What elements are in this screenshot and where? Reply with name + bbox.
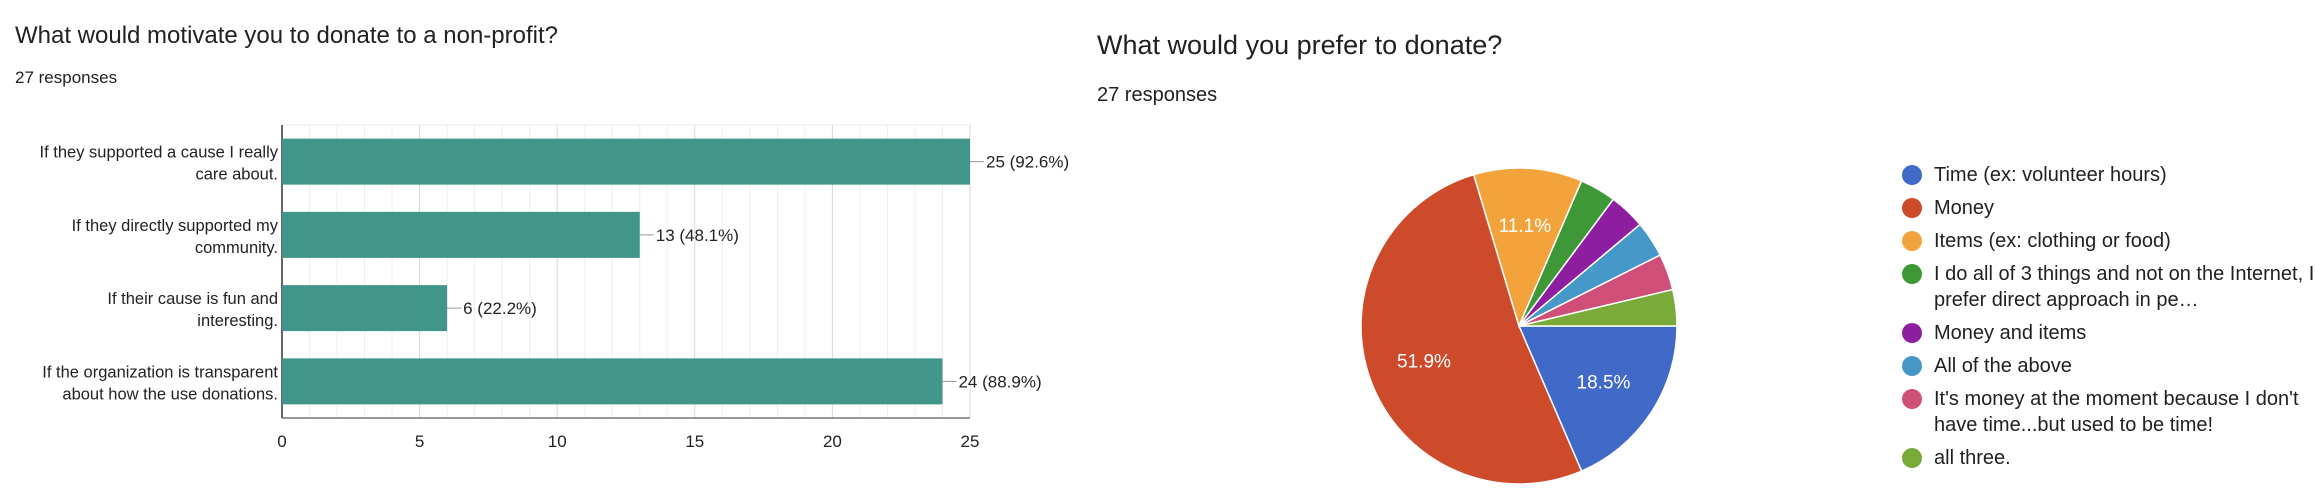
legend-item: Time (ex: volunteer hours) (1902, 162, 2315, 188)
bar-chart: 0 5 10 15 20 25 If they supported a cause I re… (40, 124, 1069, 451)
x-tick-label: 0 (277, 432, 286, 451)
question-title: What would motivate you to donate to a n… (15, 22, 558, 49)
x-tick-label: 15 (685, 432, 704, 451)
data-label: 6 (22.2%) (463, 299, 537, 318)
legend-item: Items (ex: clothing or food) (1902, 228, 2315, 254)
legend-label: It's money at the moment because I don't… (1934, 388, 2299, 436)
category-label: If they supported a cause I really (40, 144, 279, 162)
slice-label: 51.9% (1397, 352, 1451, 373)
response-count: 27 responses (15, 68, 118, 87)
legend-item: all three. (1902, 445, 2315, 471)
legend-label: Time (ex: volunteer hours) (1934, 164, 2167, 186)
pie-legend: Time (ex: volunteer hours) Money Items (ex… (1902, 162, 2315, 478)
category-label: care about. (195, 166, 278, 184)
legend-swatch (1902, 231, 1922, 251)
x-tick-label: 5 (415, 432, 424, 451)
legend-label: I do all of 3 things and not on the Inte… (1934, 263, 2315, 311)
pie-slice (1360, 173, 1583, 485)
legend-item: Money (1902, 195, 2315, 221)
pie-slice (1517, 325, 1678, 473)
legend-swatch (1902, 389, 1922, 409)
bar (282, 138, 970, 185)
category-label: about how the use donations. (62, 385, 278, 403)
legend-label: Items (ex: clothing or food) (1934, 230, 2171, 252)
bar-chart-panel: What would motivate you to donate to a n… (0, 0, 1080, 491)
legend-swatch (1902, 198, 1922, 218)
category-label: community. (195, 239, 278, 257)
legend-item: I do all of 3 things and not on the Inte… (1902, 261, 2315, 313)
legend-swatch (1902, 448, 1922, 468)
legend-swatch (1902, 264, 1922, 284)
legend-item: All of the above (1902, 353, 2315, 379)
x-tick-label: 25 (961, 432, 980, 451)
bar (282, 211, 640, 258)
legend-swatch (1902, 323, 1922, 343)
category-label: If they directly supported my (72, 217, 279, 235)
bar (282, 358, 943, 405)
slice-label: 11.1% (1499, 216, 1552, 237)
legend-label: All of the above (1934, 355, 2072, 377)
legend-swatch (1902, 165, 1922, 185)
category-label: If their cause is fun and (107, 290, 278, 308)
legend-label: all three. (1934, 447, 2011, 469)
pie-slice (1518, 288, 1678, 327)
pie-chart-panel: What would you prefer to donate? 27 resp… (1080, 0, 2315, 491)
data-label: 24 (88.9%) (958, 372, 1041, 391)
slice-label: 18.5% (1577, 373, 1631, 394)
category-label: If the organization is transparent (42, 363, 278, 381)
data-label: 13 (48.1%) (656, 226, 739, 245)
legend-label: Money (1934, 197, 1995, 219)
response-count: 27 responses (1097, 84, 1218, 106)
legend-item: Money and items (1902, 320, 2315, 346)
legend-swatch (1902, 356, 1922, 376)
pie-slice (1472, 167, 1583, 329)
x-tick-label: 10 (548, 432, 567, 451)
data-label: 25 (92.6%) (986, 153, 1069, 172)
legend-label: Money and items (1934, 322, 2087, 344)
x-tick-label: 20 (823, 432, 842, 451)
category-label: interesting. (197, 312, 278, 330)
legend-item: It's money at the moment because I don't… (1902, 386, 2315, 438)
question-title: What would you prefer to donate? (1097, 30, 1503, 60)
bar (282, 285, 448, 332)
pie-chart: 18.5% 51.9% 11.1% (1360, 167, 1678, 485)
